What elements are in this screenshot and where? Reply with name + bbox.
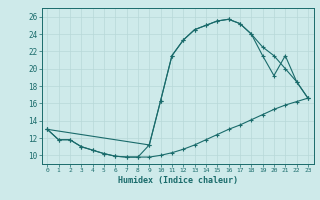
X-axis label: Humidex (Indice chaleur): Humidex (Indice chaleur) (118, 176, 237, 185)
